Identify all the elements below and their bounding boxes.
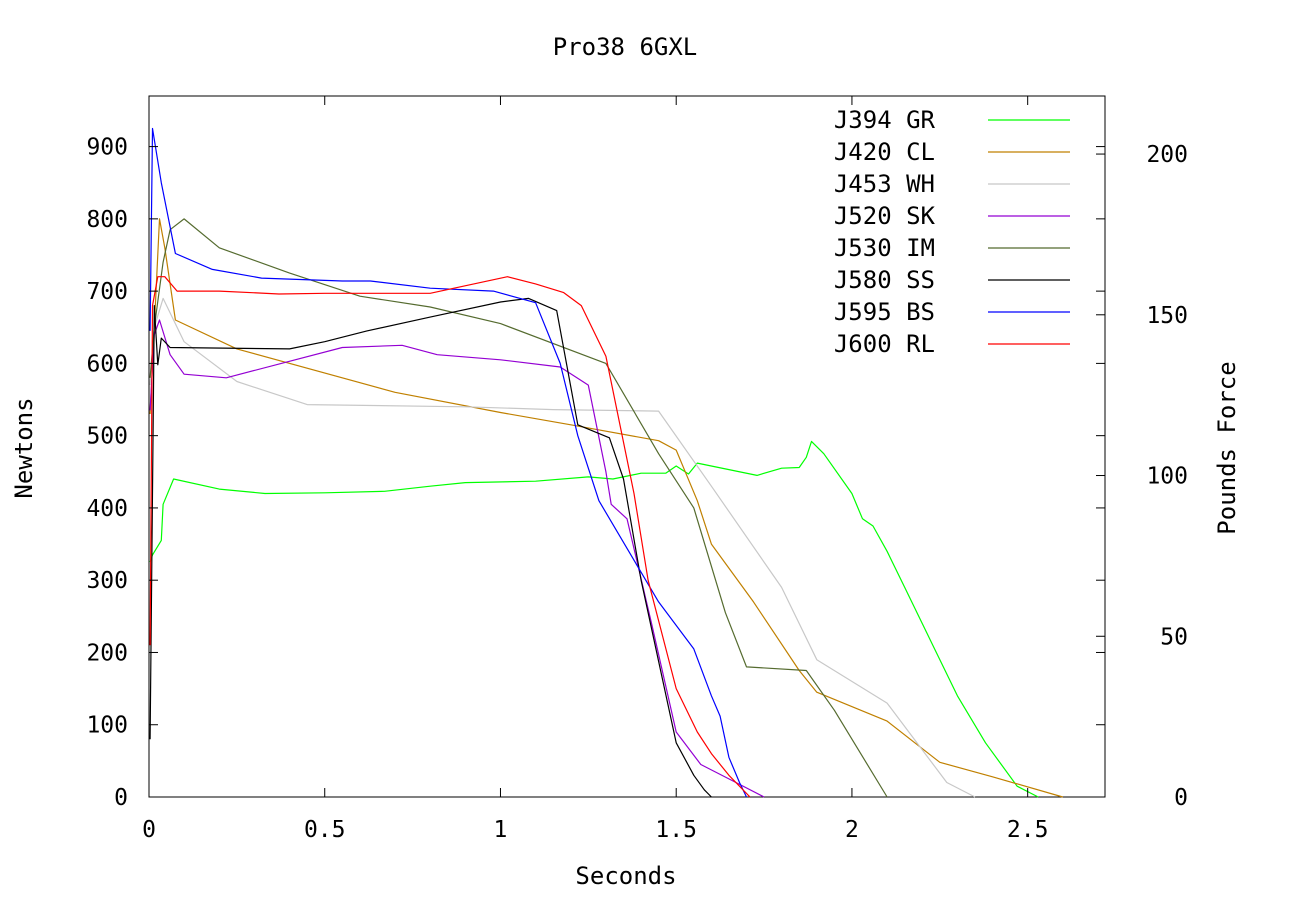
y-tick-label: 300 <box>86 568 128 594</box>
y-tick-label: 0 <box>114 785 128 811</box>
x-tick-label: 1 <box>494 817 508 843</box>
legend-label: J453 WH <box>834 170 935 198</box>
series-line-j520-sk <box>149 319 765 798</box>
legend-label: J420 CL <box>834 138 935 166</box>
legend-label: J520 SK <box>834 202 936 230</box>
series-line-j530-im <box>149 218 888 798</box>
y-axis-left: 0 100 200 300 400 500 600 700 800 900 <box>86 135 1105 811</box>
x-axis-title: Seconds <box>575 862 676 890</box>
legend-label: J394 GR <box>834 106 936 134</box>
legend-label: J580 SS <box>834 266 935 294</box>
y-tick-label: 900 <box>86 135 128 161</box>
legend-label: J595 BS <box>834 298 935 326</box>
x-tick-label: 2 <box>845 817 859 843</box>
legend-label: J530 IM <box>834 234 935 262</box>
series-line-j420-cl <box>149 218 1063 798</box>
y-tick-label: 200 <box>86 640 128 666</box>
y-axis-title: Newtons <box>10 397 38 498</box>
x-tick-label: 1.5 <box>655 817 697 843</box>
legend: J394 GR J420 CL J453 WH J520 SK J530 IM J580 … <box>834 106 1070 358</box>
plot-frame <box>148 95 1106 798</box>
y2-axis-title: Pounds Force <box>1213 361 1241 534</box>
series-line-j394-gr <box>149 440 1039 798</box>
x-tick-label: 2.5 <box>1007 817 1049 843</box>
y2-tick-label: 150 <box>1146 303 1188 329</box>
y2-tick-label: 0 <box>1174 785 1188 811</box>
series-line-j580-ss <box>149 297 712 798</box>
series-line-j453-wh <box>149 297 976 798</box>
y2-tick-label: 200 <box>1146 142 1188 168</box>
y-tick-label: 700 <box>86 279 128 305</box>
y-axis-right: 0 50 100 150 200 <box>1096 142 1188 811</box>
series-line-j595-bs <box>149 127 748 798</box>
y2-tick-label: 100 <box>1146 464 1188 490</box>
y2-tick-label: 50 <box>1160 624 1188 650</box>
x-axis: 0 0.5 1 1.5 2 2.5 <box>142 96 1048 843</box>
series-line-j600-rl <box>149 276 751 798</box>
y-tick-label: 600 <box>86 351 128 377</box>
x-tick-label: 0 <box>142 817 156 843</box>
y-tick-label: 100 <box>86 713 128 739</box>
x-tick-label: 0.5 <box>304 817 346 843</box>
series-layer <box>149 127 1063 798</box>
y-tick-label: 500 <box>86 424 128 450</box>
legend-label: J600 RL <box>834 330 935 358</box>
y-tick-label: 800 <box>86 207 128 233</box>
chart-title: Pro38 6GXL <box>553 33 698 61</box>
y-tick-label: 400 <box>86 496 128 522</box>
